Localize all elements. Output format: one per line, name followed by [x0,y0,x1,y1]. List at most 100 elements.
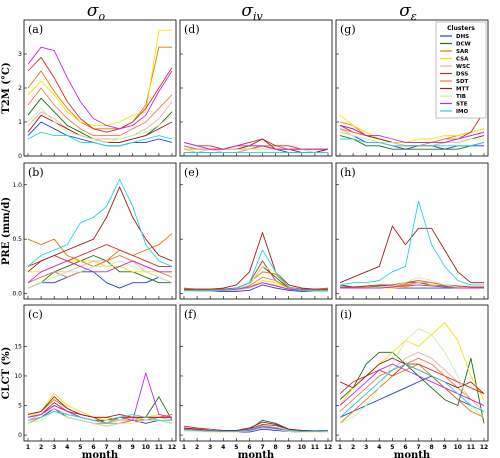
x-axis-label: month [238,450,275,458]
xtick-label: 11 [467,444,475,451]
series-line-imo [27,410,172,424]
series-line-ste [340,284,484,289]
xtick-label: 2 [351,444,355,451]
series-line-tib [27,260,173,289]
panel-label: (c) [28,308,43,321]
panel-label: (a) [28,23,43,36]
panel-i: 1 2 3 4 5 6 7 8 9 10 11 12(i) [335,304,489,451]
series-line-imo [27,178,173,267]
xtick-label: 8 [118,444,122,451]
xtick-label: 7 [104,444,108,451]
series-line-tib [27,107,173,143]
panel-a: 0 1 2 3 (a) [18,19,177,160]
xtick-label: 1 [338,444,342,451]
xtick-label: 9 [287,444,291,451]
panel-frame [179,304,333,442]
series-line-imo [183,425,329,432]
xtick-label: 10 [142,444,150,451]
series-line-mtt [27,186,173,273]
xtick-label: 7 [260,444,264,451]
panel-label: (f) [184,308,197,321]
xtick-label: 9 [131,444,135,451]
xtick-label: 12 [168,444,176,451]
panel-frame [23,162,177,300]
series-line-ste [27,260,172,284]
xtick-label: 7 [416,444,420,451]
row-label-3: CLCT (%) [1,347,12,400]
series-line-dss [339,363,485,395]
panel-label: (e) [184,166,199,179]
xtick-label: 11 [311,444,319,451]
ytick-label: 0 [18,432,22,439]
series-line-tib [183,426,328,433]
series-line-mtt [339,225,484,284]
x-axis-label: month [82,450,119,458]
series-line-imo [339,200,484,286]
series-line-dcw [339,135,485,150]
xtick-label: 1 [26,444,30,451]
series-line-mtt [184,232,328,290]
series-line-imo [27,131,173,147]
ytick-label: 0.5 [12,236,22,243]
panel-b: 0.0 0.5 1.0 (b) [12,162,177,300]
series-line-ste [27,46,173,130]
panel-label: (h) [340,166,356,179]
xtick-label: 6 [403,444,407,451]
legend-label-imo: IMO [456,109,469,115]
xtick-label: 4 [65,444,69,451]
xtick-label: 4 [377,444,381,451]
panel-label: (d) [184,23,200,36]
legend-label-wsc: WSC [456,64,470,70]
legend-label-sdt: SDT [456,79,469,85]
series-line-csa [339,114,485,143]
xtick-label: 6 [247,444,251,451]
row-label-1: T2M (°C) [1,62,12,113]
ytick-label: 3 [18,51,22,58]
xtick-label: 3 [52,444,56,451]
series-line-dss [340,280,484,288]
series-line-dhs [339,375,485,418]
series-line-ste [339,363,485,406]
xtick-label: 3 [364,444,368,451]
ytick-label: 1 [18,119,22,126]
legend-label-dcw: DCW [456,42,471,48]
xtick-label: 5 [390,444,394,451]
series-line-tib [184,148,328,154]
ytick-label: 5 [18,403,22,410]
ytick-label: 2 [18,85,22,92]
series-line-tib [27,410,173,427]
xtick-label: 4 [221,444,225,451]
panel-label: (g) [340,23,356,36]
panel-d: (d) [179,19,333,157]
series-line-dcw [27,255,172,289]
series-line-mtt [27,396,172,418]
panel-frame [179,19,333,157]
xtick-label: 10 [454,444,462,451]
ytick-label: 10 [14,373,22,380]
column-title-3: σε [399,1,417,23]
panel-frame [179,162,333,300]
series-line-sdt [27,87,173,137]
series-line-dhs [27,271,173,289]
xtick-label: 1 [182,444,186,451]
xtick-label: 12 [324,444,332,451]
panel-frame [335,162,489,300]
panel-e: (e) [179,162,333,300]
legend-label-tib: TIB [456,94,466,100]
series-line-mtt [183,421,329,432]
xtick-label: 2 [39,444,43,451]
row-label-2: PRE (mm/d) [1,197,12,265]
xtick-label: 6 [91,444,95,451]
series-line-tib [339,328,485,424]
legend-box [435,21,487,119]
legend-label-ste: STE [456,102,468,108]
series-line-csa [27,393,173,421]
legend-label-sar: SAR [456,49,469,55]
xtick-label: 3 [208,444,212,451]
panel-label: (i) [340,308,352,321]
legend-label-mtt: MTT [456,87,469,93]
xtick-label: 5 [78,444,82,451]
